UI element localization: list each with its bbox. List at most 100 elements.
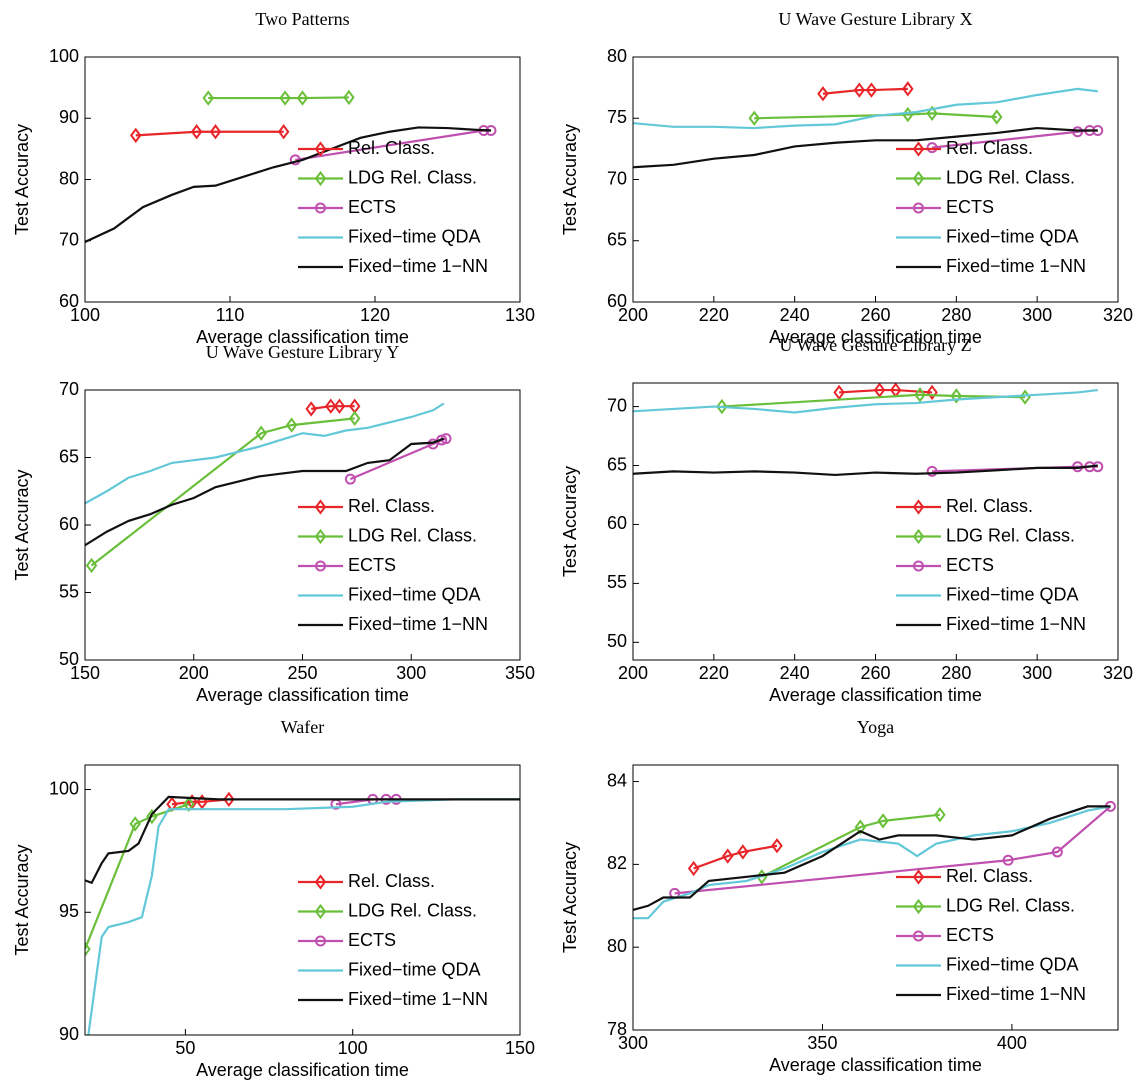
x-tick-label: 320 (1103, 305, 1133, 325)
plot-area (633, 383, 1104, 477)
marker (343, 89, 355, 106)
legend-label: ECTS (946, 197, 994, 217)
legend-label: Rel. Class. (348, 871, 435, 891)
marker (716, 398, 728, 415)
legend-label: Fixed−time QDA (946, 954, 1079, 974)
marker (279, 90, 291, 106)
series-line (822, 87, 908, 95)
y-axis-label: Test Accuracy (560, 466, 580, 577)
y-tick-label: 50 (59, 649, 79, 669)
x-tick-label: 110 (216, 305, 245, 325)
legend-marker (314, 874, 327, 890)
legend-label: LDG Rel. Class. (946, 895, 1075, 915)
plot-frame (632, 764, 1119, 1031)
legend-marker (315, 202, 326, 214)
marker (344, 473, 356, 485)
marker (721, 848, 734, 864)
x-tick-label: 240 (780, 663, 810, 683)
legend-label: Fixed−time QDA (946, 226, 1079, 246)
plot-frame (84, 389, 521, 661)
plot-area (85, 89, 497, 243)
series-line (87, 798, 520, 1035)
y-tick-label: 78 (607, 1019, 627, 1039)
plot-area (85, 791, 520, 1035)
y-tick-label: 50 (607, 631, 627, 651)
marker (333, 398, 346, 414)
plot-area (633, 800, 1116, 920)
legend-label: ECTS (348, 555, 396, 575)
marker (817, 86, 829, 102)
legend-marker (314, 499, 327, 515)
chart: U Wave Gesture Library Y Average classifi… (12, 342, 535, 705)
legend-label: Fixed−time 1−NN (946, 984, 1086, 1004)
x-tick-label: 350 (505, 663, 535, 683)
series-line (674, 805, 1112, 895)
legend-label: Rel. Class. (946, 138, 1033, 158)
series-line (754, 112, 997, 120)
y-tick-label: 60 (59, 514, 79, 534)
series-line (633, 126, 1098, 169)
plot-frame (632, 56, 1119, 303)
y-tick-label: 84 (607, 770, 627, 790)
y-axis-label: Test Accuracy (12, 124, 32, 235)
legend-label: Fixed−time QDA (348, 959, 481, 979)
legend-marker (912, 528, 925, 545)
legend-label: LDG Rel. Class. (348, 167, 477, 187)
legend-label: Fixed−time 1−NN (348, 989, 488, 1009)
legend-label: LDG Rel. Class. (348, 525, 477, 545)
legend-label: Fixed−time 1−NN (946, 614, 1086, 634)
marker (833, 384, 845, 401)
marker (146, 808, 158, 825)
legend-marker (314, 528, 327, 545)
y-tick-label: 55 (59, 581, 79, 601)
y-tick-label: 65 (59, 446, 79, 466)
y-tick-label: 95 (59, 901, 79, 921)
legend-label: Fixed−time QDA (348, 584, 481, 604)
y-tick-label: 70 (607, 395, 627, 415)
x-tick-label: 300 (1022, 305, 1052, 325)
marker (853, 82, 866, 98)
marker (325, 398, 337, 414)
y-tick-label: 100 (49, 46, 79, 66)
series-line (633, 805, 1111, 911)
plot-area (85, 398, 452, 574)
x-tick-label: 300 (1022, 663, 1052, 683)
marker (190, 124, 203, 140)
marker (748, 110, 760, 126)
x-tick-label: 280 (941, 663, 971, 683)
x-tick-label: 350 (807, 1033, 837, 1053)
x-tick-label: 260 (860, 663, 890, 683)
marker (854, 819, 867, 835)
x-tick-label: 200 (179, 663, 209, 683)
legend-marker (912, 141, 925, 157)
x-axis-label: Average classification time (196, 1060, 409, 1080)
x-tick-label: 150 (70, 663, 100, 683)
legend-marker (314, 903, 327, 920)
legend-marker (912, 898, 925, 915)
legend-label: Fixed−time QDA (946, 584, 1079, 604)
marker (277, 124, 290, 140)
legend-marker (315, 560, 326, 572)
x-tick-label: 200 (618, 305, 648, 325)
legend-label: Fixed−time QDA (348, 226, 481, 246)
chart-title: U Wave Gesture Library Y (206, 342, 399, 362)
legend-marker (912, 869, 925, 885)
y-tick-label: 82 (607, 853, 627, 873)
x-tick-label: 400 (997, 1033, 1027, 1053)
legend-label: Rel. Class. (348, 138, 435, 158)
chart: U Wave Gesture Library Z Average classifi… (560, 335, 1133, 705)
y-tick-label: 90 (59, 1024, 79, 1044)
chart-title: Wafer (281, 717, 325, 737)
legend-marker (913, 930, 924, 942)
y-tick-label: 55 (607, 572, 627, 592)
x-tick-label: 120 (360, 305, 390, 325)
series-line (633, 805, 1111, 920)
legend-label: LDG Rel. Class. (348, 900, 477, 920)
marker (934, 807, 946, 823)
x-tick-label: 300 (396, 663, 426, 683)
legend-label: Fixed−time 1−NN (348, 614, 488, 634)
legend-marker (315, 935, 326, 947)
y-axis-label: Test Accuracy (560, 842, 580, 953)
legend-marker (314, 170, 327, 187)
x-axis-label: Average classification time (769, 327, 982, 347)
